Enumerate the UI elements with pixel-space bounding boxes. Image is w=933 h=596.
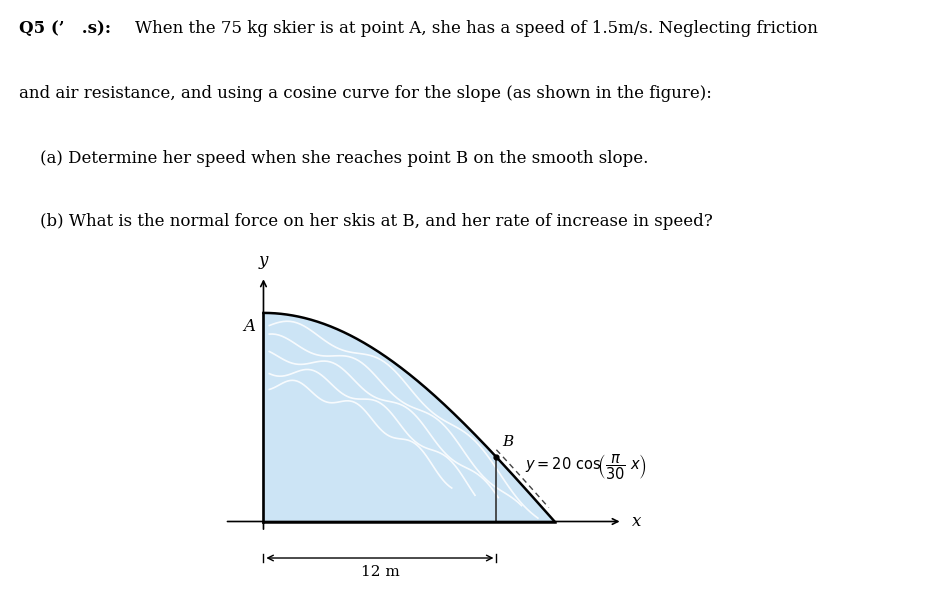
Polygon shape (263, 313, 554, 522)
Text: When the 75 kg skier is at point A, she has a speed of 1.5m/s. Neglecting fricti: When the 75 kg skier is at point A, she … (135, 20, 818, 37)
Text: Q5 (’   .s):: Q5 (’ .s): (19, 20, 111, 37)
Text: (a) Determine her speed when she reaches point B on the smooth slope.: (a) Determine her speed when she reaches… (19, 150, 648, 167)
Text: A: A (244, 318, 256, 335)
Text: x: x (633, 513, 642, 530)
Text: y: y (258, 252, 268, 269)
Text: 12 m: 12 m (360, 565, 399, 579)
Text: (b) What is the normal force on her skis at B, and her rate of increase in speed: (b) What is the normal force on her skis… (19, 213, 713, 230)
Text: B: B (502, 434, 513, 449)
Text: $y = 20\ \mathrm{cos}\!\left(\dfrac{\pi}{30}\ x\right)$: $y = 20\ \mathrm{cos}\!\left(\dfrac{\pi}… (525, 453, 648, 482)
Text: and air resistance, and using a cosine curve for the slope (as shown in the figu: and air resistance, and using a cosine c… (19, 85, 712, 102)
